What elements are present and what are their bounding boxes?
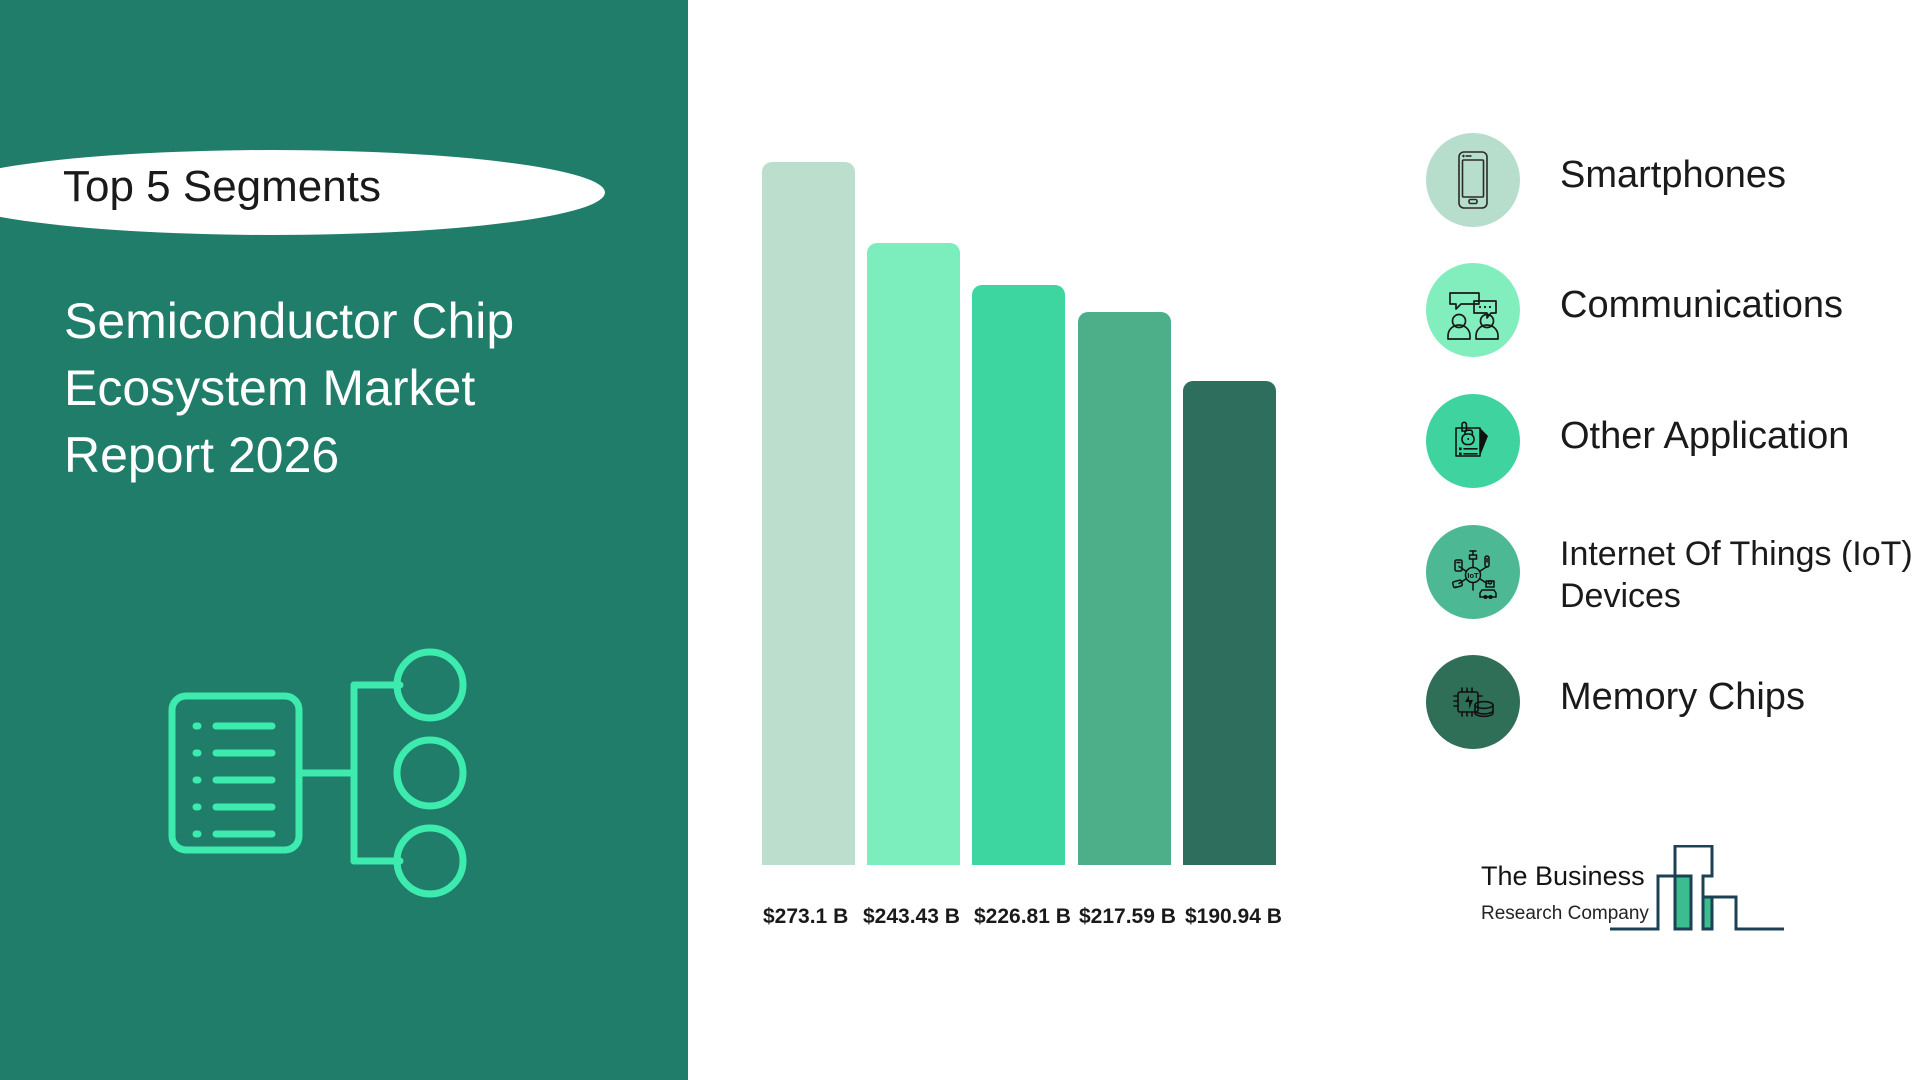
svg-text:IoT: IoT	[1467, 571, 1479, 580]
